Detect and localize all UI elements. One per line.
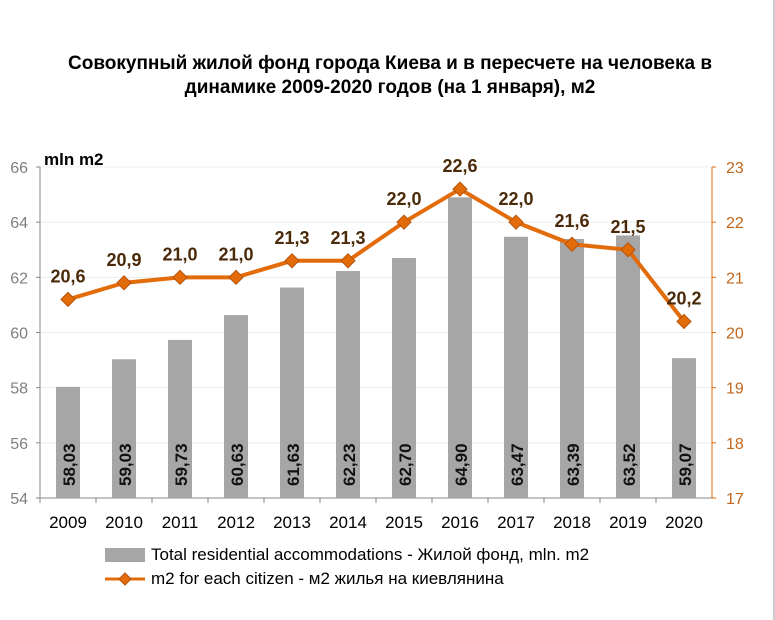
x-tick-label: 2010 <box>105 513 143 532</box>
y-right-tick-label: 23 <box>726 160 744 177</box>
y-left-tick-label: 56 <box>10 436 28 453</box>
y-right-tick-label: 20 <box>726 326 744 343</box>
bar-data-label: 58,03 <box>60 443 79 486</box>
line-data-label: 21,0 <box>218 244 253 264</box>
bar-data-label: 63,39 <box>564 443 583 486</box>
line-data-label: 21,3 <box>330 228 365 248</box>
bar <box>560 238 584 498</box>
y-left-tick-label: 60 <box>10 326 28 343</box>
x-tick-label: 2009 <box>49 513 87 532</box>
x-tick-label: 2017 <box>497 513 535 532</box>
x-tick-label: 2014 <box>329 513 367 532</box>
line-marker <box>116 275 132 291</box>
line-marker <box>564 236 580 252</box>
legend-swatch-line <box>105 572 145 586</box>
bar-data-label: 59,07 <box>676 443 695 486</box>
bar <box>392 258 416 498</box>
line-marker <box>620 242 636 258</box>
bar <box>504 236 528 498</box>
bar <box>280 287 304 498</box>
x-tick-label: 2011 <box>162 513 199 532</box>
line-data-label: 20,6 <box>50 266 85 286</box>
y-left-tick-label: 64 <box>10 215 28 232</box>
legend-swatch-bars <box>105 548 145 562</box>
bar-data-label: 64,90 <box>452 443 471 486</box>
y-left-tick-label: 54 <box>10 491 28 508</box>
bar <box>168 339 192 498</box>
y-right-tick-label: 19 <box>726 381 744 398</box>
legend-item-bars: Total residential accommodations - Жилой… <box>105 543 589 567</box>
y-right-tick-label: 17 <box>726 491 744 508</box>
bar-data-label: 63,47 <box>508 443 527 486</box>
bar <box>672 358 696 498</box>
line-marker <box>60 291 76 308</box>
y-left-tick-label: 62 <box>10 270 28 287</box>
line-marker <box>508 214 524 230</box>
line-data-label: 21,0 <box>162 244 197 264</box>
line-series <box>67 186 686 323</box>
line-data-label: 22,0 <box>498 189 533 209</box>
x-tick-label: 2019 <box>609 513 647 532</box>
bar-data-label: 63,52 <box>620 443 639 486</box>
legend-label-line: m2 for each citizen - м2 жилья на киевля… <box>151 569 504 588</box>
line-marker <box>340 253 356 269</box>
x-tick-label: 2020 <box>665 513 703 532</box>
line-data-label: 22,0 <box>386 189 421 209</box>
line-data-label: 20,2 <box>666 288 701 308</box>
line-marker <box>228 269 244 286</box>
legend-label-bars: Total residential accommodations - Жилой… <box>151 545 590 564</box>
y-right-tick-label: 18 <box>726 436 744 453</box>
line-marker <box>396 214 412 230</box>
bar <box>616 235 640 498</box>
y-right-tick-label: 22 <box>726 215 744 232</box>
x-tick-label: 2016 <box>441 513 479 532</box>
y-right-tick-label: 21 <box>726 270 744 287</box>
bar-data-label: 59,03 <box>116 443 135 486</box>
bar-data-label: 59,73 <box>172 443 191 486</box>
bar <box>56 386 80 498</box>
line-marker <box>172 269 188 286</box>
bar <box>448 197 472 498</box>
y-left-tick-label: 58 <box>10 381 28 398</box>
bar <box>112 359 136 498</box>
line-marker <box>452 181 468 197</box>
right-border <box>773 0 775 620</box>
x-tick-label: 2015 <box>385 513 423 532</box>
line-marker <box>676 313 692 330</box>
line-data-label: 21,6 <box>554 211 589 231</box>
bar <box>336 270 360 498</box>
bar <box>224 315 248 498</box>
line-data-label: 21,3 <box>274 228 309 248</box>
bar-data-label: 62,70 <box>396 443 415 486</box>
line-data-label: 22,6 <box>442 156 477 176</box>
y-left-unit-label: mln m2 <box>44 150 104 169</box>
legend-item-line: m2 for each citizen - м2 жилья на киевля… <box>105 567 589 591</box>
x-tick-label: 2013 <box>273 513 311 532</box>
chart-title: Совокупный жилой фонд города Киева и в п… <box>68 53 712 98</box>
y-left-tick-label: 66 <box>10 160 28 177</box>
legend: Total residential accommodations - Жилой… <box>105 543 589 591</box>
bar-data-label: 61,63 <box>284 443 303 486</box>
x-tick-label: 2012 <box>217 513 255 532</box>
bar-data-label: 62,23 <box>340 443 359 486</box>
line-marker <box>284 253 300 269</box>
line-data-label: 20,9 <box>106 250 141 270</box>
bar-data-label: 60,63 <box>228 443 247 486</box>
x-tick-label: 2018 <box>553 513 591 532</box>
line-data-label: 21,5 <box>610 217 645 237</box>
